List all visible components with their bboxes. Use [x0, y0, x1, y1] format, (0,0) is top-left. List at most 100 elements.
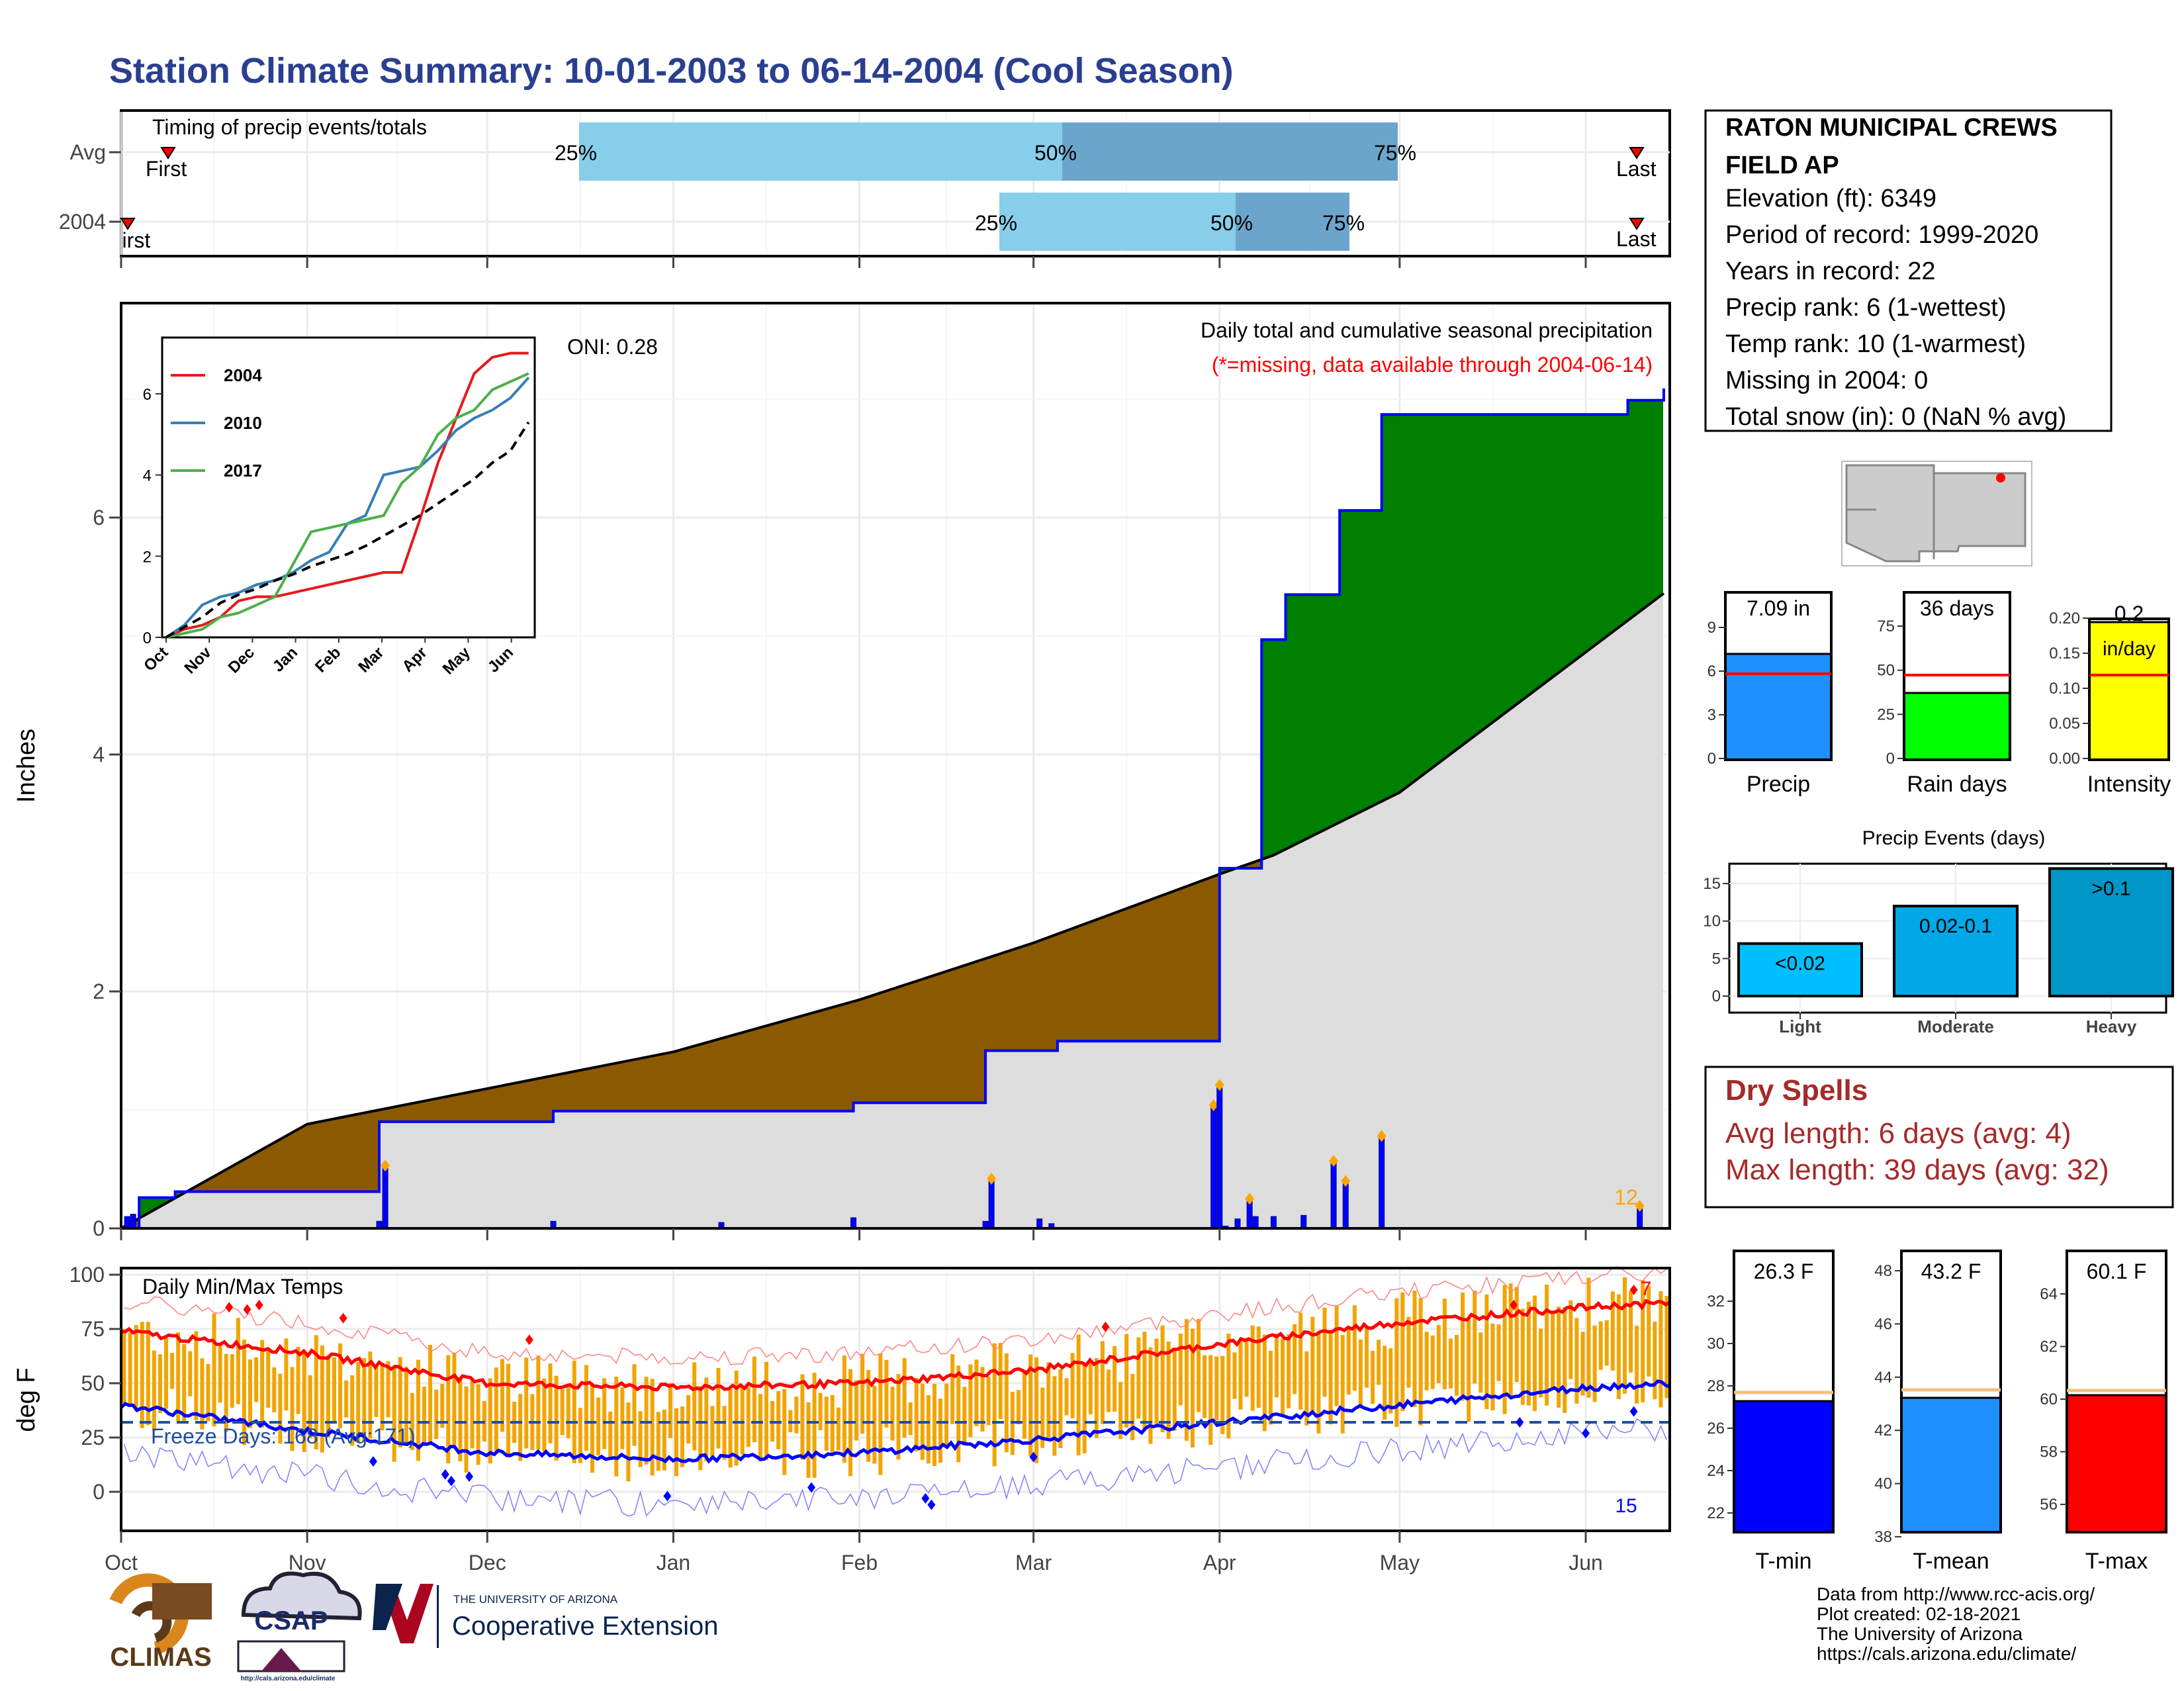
daily-temp-bar [872, 1385, 877, 1464]
dry-spells-avg: Avg length: 6 days (avg: 4) [1725, 1117, 2071, 1150]
daily-temp-bar [998, 1343, 1003, 1420]
y2004-q2-bar [1236, 193, 1349, 251]
daily-temp-bar [860, 1353, 865, 1434]
inset-line-avg [165, 421, 530, 639]
mini-ytick-label: 58 [2040, 1443, 2058, 1461]
intensity-mini-bar [2091, 622, 2167, 758]
tmin-mini-chart: 26.3 F T-min 22 24 26 28 30 32 [1707, 1250, 1835, 1574]
record-high-marker [1101, 1321, 1110, 1332]
daily-temp-bar [218, 1343, 222, 1403]
station-location-dot [1996, 473, 2005, 482]
mini-ytick-label: 26 [1707, 1420, 1725, 1438]
daily-temp-bar [1557, 1306, 1561, 1408]
daily-temp-bar [740, 1386, 745, 1455]
daily-precip-marker [1635, 1199, 1645, 1212]
daily-temp-bar [968, 1364, 973, 1438]
daily-temp-bar [1479, 1332, 1483, 1393]
mini-ytick-label: 50 [1877, 662, 1895, 680]
daily-temp-bar [404, 1366, 408, 1446]
daily-temp-bar [1028, 1354, 1033, 1457]
events-ytick-label: 5 [1712, 950, 1721, 968]
daily-precip-bar [850, 1217, 857, 1229]
daily-temp-bar [914, 1377, 919, 1451]
daily-temp-bar [1340, 1335, 1345, 1434]
daily-temp-bar [686, 1394, 691, 1444]
daily-temp-bar [1106, 1369, 1111, 1412]
inset-legend-2017: 2017 [224, 461, 262, 480]
daily-precip-bar [382, 1165, 388, 1229]
daily-temp-bar [1484, 1294, 1489, 1410]
inset-ytick-label: 6 [143, 386, 152, 404]
avg-q1-bar [579, 122, 1062, 181]
y2004-p75-label: 75% [1322, 211, 1365, 235]
daily-temp-bar [428, 1345, 433, 1445]
obs-cumulative-line [121, 388, 1665, 1230]
daily-temp-bar [1352, 1305, 1357, 1391]
mini-ytick-label: 0.20 [2049, 610, 2080, 627]
daily-temp-bar [1569, 1300, 1573, 1379]
daily-precip-marker [1329, 1154, 1339, 1167]
daily-temp-bar [188, 1351, 193, 1396]
intensity-mini-value: 0.2 [2115, 602, 2144, 625]
mini-ytick-label: 0.10 [2049, 680, 2080, 698]
tmax-mini-label: T-max [2085, 1549, 2148, 1574]
daily-temp-bar [500, 1359, 504, 1432]
daily-temp-bar [1172, 1348, 1177, 1431]
daily-temp-bar [230, 1354, 234, 1408]
daily-temp-bar [1281, 1338, 1285, 1414]
y2004-last-marker [1629, 218, 1645, 230]
daily-precip-marker [1208, 1099, 1218, 1111]
tmean-mini-bar [1903, 1398, 1999, 1531]
timing-panel: Timing of precip events/totals 25% 50% 7… [59, 109, 1671, 257]
daily-temp-bar [542, 1378, 547, 1452]
daily-precip-bar [1036, 1218, 1043, 1229]
daily-temp-bar [518, 1393, 523, 1461]
temp-title: Daily Min/Max Temps [142, 1275, 343, 1299]
daily-precip-marker [381, 1160, 390, 1172]
daily-precip-bar [1379, 1135, 1385, 1229]
tmin-mini-bar [1735, 1401, 1832, 1531]
month-axis-label: Nov [289, 1551, 326, 1575]
mini-ytick-label: 9 [1707, 619, 1716, 637]
record-high-marker [339, 1312, 347, 1324]
record-low-marker [465, 1471, 474, 1483]
record-high-marker [525, 1334, 533, 1346]
avg-p25-label: 25% [555, 141, 597, 165]
daily-temp-bar [1442, 1298, 1447, 1390]
daily-temp-bar [164, 1338, 169, 1409]
mini-ytick-label: 6 [1707, 663, 1716, 680]
daily-temp-bar [386, 1361, 390, 1418]
daily-temp-bar [128, 1332, 132, 1406]
daily-temp-bar [416, 1359, 420, 1461]
daily-precip-bar [130, 1214, 136, 1229]
climas-logo-text: CLIMAS [110, 1643, 211, 1672]
events-bar-moderate [1893, 905, 2019, 997]
credits-line1: Data from http://www.rcc-acis.org/ [1817, 1584, 2095, 1604]
above-normal-area [140, 400, 1663, 1218]
daily-temp-bar [1034, 1357, 1039, 1463]
precip-mini-bar [1727, 654, 1830, 758]
daily-temp-bar [650, 1379, 655, 1476]
y2004-p25-label: 25% [975, 211, 1017, 235]
daily-temp-bar [356, 1361, 361, 1443]
daily-temp-bar [974, 1359, 979, 1426]
daily-temp-bar [1287, 1334, 1291, 1408]
daily-precip-bar [1252, 1216, 1259, 1229]
daily-temp-bar [1580, 1332, 1585, 1396]
daily-temp-bar [632, 1364, 637, 1446]
daily-temp-bar [242, 1340, 246, 1445]
precip-count-label: 12 [1614, 1185, 1638, 1209]
daily-temp-bar [590, 1385, 594, 1473]
timing-row-label-avg: Avg [69, 140, 106, 164]
daily-temp-bar [1184, 1319, 1189, 1441]
mini-ytick-label: 75 [1877, 617, 1895, 635]
daily-temp-bar [1461, 1292, 1465, 1401]
daily-temp-bar [1508, 1283, 1513, 1396]
daily-temp-bar [962, 1387, 967, 1446]
daily-temp-bar [170, 1353, 175, 1389]
daily-temp-bar [626, 1402, 631, 1482]
precip-mini-chart: 7.09 in Precip 0 3 6 9 [1707, 591, 1833, 797]
daily-temp-bar [1130, 1373, 1135, 1440]
daily-temp-bar [1274, 1334, 1279, 1398]
credits-line2: Plot created: 02-18-2021 [1817, 1604, 2021, 1624]
